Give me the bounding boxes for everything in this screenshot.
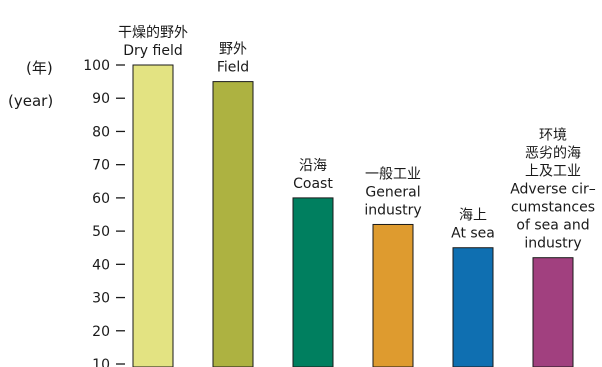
- category-label-line: 沿海: [299, 158, 327, 174]
- y-tick-label: 10: [92, 357, 110, 367]
- category-labels: 干燥的野外 Dry field 野外 Field 沿海 Coast 一般工业 General i…: [118, 25, 596, 252]
- y-axis-ticks: 10 20 30 40 50 60 70 80 90 100: [83, 58, 125, 367]
- category-label-line: 环境: [539, 128, 567, 144]
- category-label-line: General: [365, 184, 420, 200]
- category-label-line: industry: [524, 236, 581, 252]
- bar-5: [532, 257, 574, 367]
- category-label-line: 一般工业: [365, 166, 421, 182]
- category-label-line: 海上: [459, 208, 487, 224]
- y-axis-label: (年) (year): [8, 59, 53, 110]
- category-label-line: Adverse cir–: [510, 182, 596, 198]
- category-label-line: Field: [217, 60, 249, 76]
- y-tick-label: 60: [92, 191, 110, 207]
- bars: [132, 64, 574, 367]
- category-label-line: 上及工业: [525, 164, 581, 180]
- bar-1: [212, 81, 254, 367]
- y-tick-label: 90: [92, 91, 110, 107]
- y-tick-label: 40: [92, 257, 110, 273]
- y-axis-label-line: (year): [8, 92, 53, 110]
- category-label-line: industry: [364, 202, 421, 218]
- category-label-line: Coast: [293, 176, 333, 192]
- category-label-line: cumstances: [511, 200, 595, 216]
- category-label-line: of sea and: [516, 218, 589, 234]
- category-label-line: 干燥的野外: [118, 25, 188, 41]
- category-label-line: 恶劣的海: [525, 146, 581, 162]
- y-axis-label-line: (年): [26, 59, 53, 77]
- y-tick-label: 20: [92, 324, 110, 340]
- bar-2: [292, 197, 334, 367]
- y-tick-label: 80: [92, 124, 110, 140]
- bar-3: [372, 223, 414, 367]
- y-tick-label: 30: [92, 291, 110, 307]
- y-tick-label: 100: [83, 58, 110, 74]
- y-tick-label: 50: [92, 224, 110, 240]
- category-label-line: Dry field: [123, 43, 182, 59]
- category-label-line: At sea: [451, 226, 495, 242]
- y-tick-label: 70: [92, 158, 110, 174]
- bar-0: [132, 64, 174, 367]
- bar-4: [452, 247, 494, 367]
- category-label-line: 野外: [219, 42, 247, 58]
